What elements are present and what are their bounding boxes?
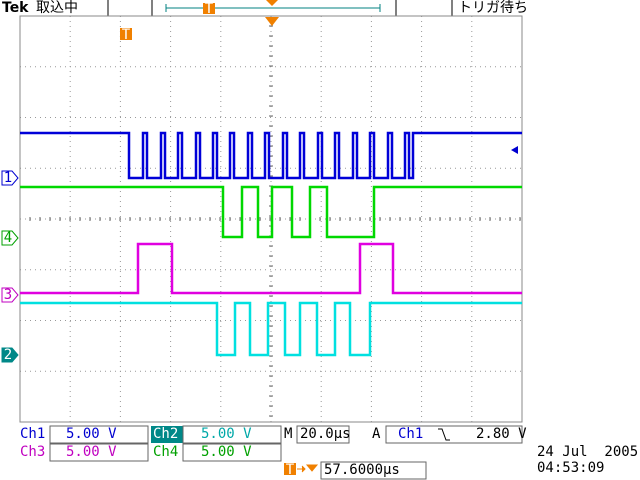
ch2-box <box>182 425 282 444</box>
trigger-level-marker <box>511 146 518 154</box>
position-icon: T <box>286 462 295 478</box>
timebase-label: M <box>284 426 292 442</box>
ch4-marker-label: 4 <box>4 230 12 246</box>
channel-markers: 1 4 3 2 <box>1 170 19 363</box>
trigger-level: 2.80 V <box>476 426 527 442</box>
ch3-trace <box>20 242 522 295</box>
ch1-box <box>49 425 149 444</box>
trigger-icon-bg <box>203 3 215 14</box>
ch4-box <box>182 443 282 462</box>
trigger-time-marker <box>265 17 279 26</box>
ch3-marker <box>1 287 19 303</box>
ch2-scale: 5.00 V <box>201 426 252 442</box>
ch2-marker-label: 2 <box>4 347 12 363</box>
date: 24 Jul 2005 <box>537 444 638 460</box>
readouts: Ch1 5.00 V Ch2 5.00 V M 20.0µs A Ch1 2.8… <box>20 425 638 480</box>
ch2-marker <box>1 347 19 363</box>
trigger-box <box>385 425 523 444</box>
record-bar <box>165 4 381 12</box>
acq-status: 取込中 <box>36 0 78 16</box>
trigger-source: Ch1 <box>398 426 423 442</box>
ch1-marker <box>1 170 19 186</box>
trigger-pos <box>266 0 278 6</box>
ch4-label: Ch4 <box>153 444 178 460</box>
position-box <box>320 461 427 480</box>
trigger-icon: T <box>205 1 214 17</box>
trigger-marker-bg <box>120 28 132 40</box>
ch4-trace <box>20 185 522 239</box>
traces <box>20 131 522 357</box>
timebase-value: 20.0µs <box>300 426 351 442</box>
ch1-trace <box>20 131 522 180</box>
time: 04:53:09 <box>537 460 604 476</box>
position-value: 57.6000µs <box>324 462 400 478</box>
ch1-marker-label: 1 <box>4 170 12 186</box>
ch2-label-bg <box>151 426 183 443</box>
ch1-label: Ch1 <box>20 426 45 442</box>
ch4-scale: 5.00 V <box>201 444 252 460</box>
trigger-mode: A <box>372 426 381 442</box>
ch1-scale: 5.00 V <box>66 426 117 442</box>
ch2-label: Ch2 <box>153 426 178 442</box>
ch3-marker-label: 3 <box>4 287 12 303</box>
ch3-box <box>49 443 149 462</box>
falling-edge-icon <box>438 428 450 441</box>
ch3-label: Ch3 <box>20 444 45 460</box>
brand: Tek <box>2 0 29 16</box>
frame <box>19 15 523 423</box>
trigger-status: トリガ待ち <box>458 0 528 16</box>
position-arrow <box>297 464 319 473</box>
position-icon-bg <box>284 463 296 475</box>
timebase-box <box>296 425 350 444</box>
ch3-scale: 5.00 V <box>66 444 117 460</box>
ch2-trace <box>20 301 522 357</box>
ch4-marker <box>1 230 19 246</box>
trigger-marker: T <box>122 27 131 43</box>
